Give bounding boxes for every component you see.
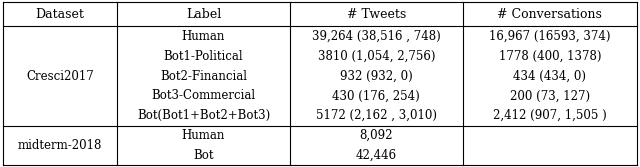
- Text: Label: Label: [186, 8, 221, 21]
- Text: 5172 (2,162 , 3,010): 5172 (2,162 , 3,010): [316, 109, 437, 122]
- Text: Bot3-Commercial: Bot3-Commercial: [152, 89, 255, 102]
- Text: Cresci2017: Cresci2017: [26, 69, 94, 82]
- Text: 1778 (400, 1378): 1778 (400, 1378): [499, 50, 601, 63]
- Text: 3810 (1,054, 2,756): 3810 (1,054, 2,756): [317, 50, 435, 63]
- Text: 8,092: 8,092: [360, 129, 393, 142]
- Text: Dataset: Dataset: [36, 8, 84, 21]
- Text: 39,264 (38,516 , 748): 39,264 (38,516 , 748): [312, 30, 441, 43]
- Text: Bot1-Political: Bot1-Political: [164, 50, 243, 63]
- Text: 932 (932, 0): 932 (932, 0): [340, 69, 413, 82]
- Text: 200 (73, 127): 200 (73, 127): [509, 89, 590, 102]
- Text: Bot: Bot: [193, 149, 214, 162]
- Text: Bot(Bot1+Bot2+Bot3): Bot(Bot1+Bot2+Bot3): [137, 109, 270, 122]
- Text: 42,446: 42,446: [356, 149, 397, 162]
- Text: # Conversations: # Conversations: [497, 8, 602, 21]
- Text: 16,967 (16593, 374): 16,967 (16593, 374): [489, 30, 611, 43]
- Text: 430 (176, 254): 430 (176, 254): [332, 89, 420, 102]
- Text: Human: Human: [182, 30, 225, 43]
- Text: midterm-2018: midterm-2018: [18, 139, 102, 152]
- Text: 434 (434, 0): 434 (434, 0): [513, 69, 586, 82]
- Text: Human: Human: [182, 129, 225, 142]
- Text: Bot2-Financial: Bot2-Financial: [160, 69, 247, 82]
- Text: 2,412 (907, 1,505 ): 2,412 (907, 1,505 ): [493, 109, 607, 122]
- Text: # Tweets: # Tweets: [347, 8, 406, 21]
